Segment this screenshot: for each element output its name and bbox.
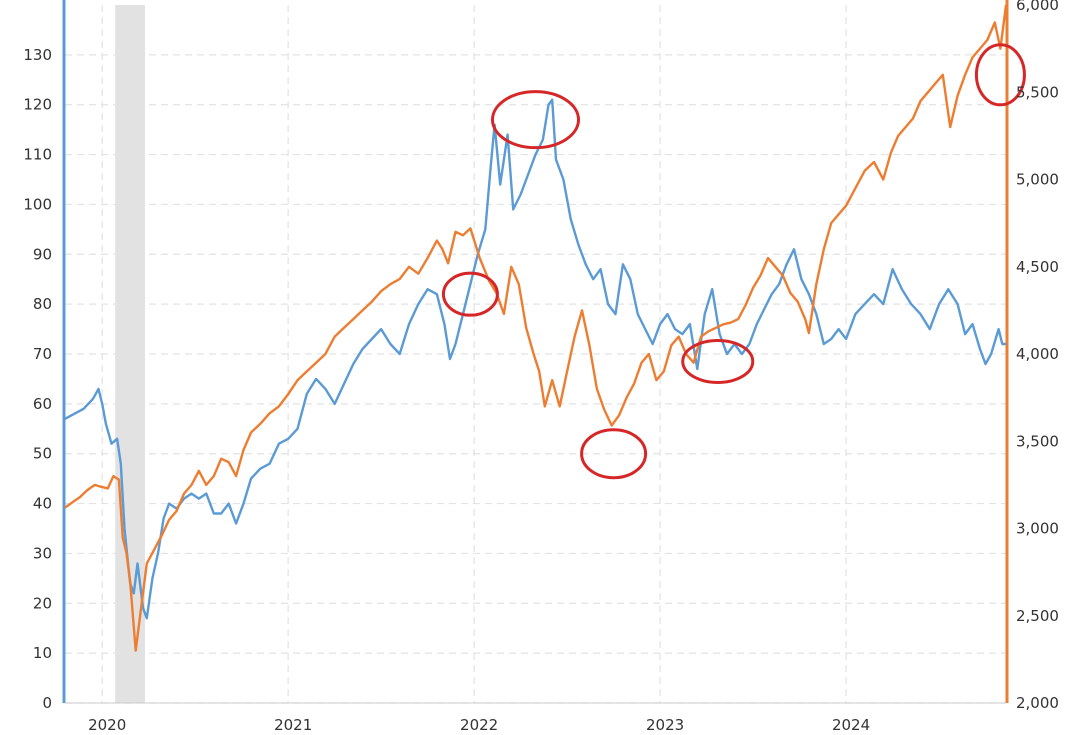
y-left-tick-label: 80: [33, 295, 52, 313]
y-right-tick-label: 5,000: [1016, 171, 1059, 189]
y-left-tick-label: 40: [33, 495, 52, 513]
series-line-right: [64, 4, 1008, 652]
y-right-tick-label: 3,000: [1016, 520, 1059, 538]
y-left-tick-label: 60: [33, 395, 52, 413]
y-left-tick-label: 10: [33, 644, 52, 662]
y-left-tick-label: 70: [33, 345, 52, 363]
y-right-tick-label: 2,500: [1016, 607, 1059, 625]
x-tick-label: 2023: [646, 716, 684, 734]
y-left-tick-label: 130: [23, 46, 52, 64]
y-right-tick-label: 6,000: [1016, 0, 1059, 14]
y-left-tick-label: 110: [23, 146, 52, 164]
annotation-circle: [974, 43, 1026, 107]
y-left-tick-label: 90: [33, 245, 52, 263]
x-tick-label: 2022: [460, 716, 498, 734]
x-tick-label: 2020: [88, 716, 126, 734]
y-left-tick-label: 50: [33, 445, 52, 463]
y-left-tick-label: 20: [33, 594, 52, 612]
y-left-tick-label: 100: [23, 195, 52, 213]
annotation-circle: [681, 338, 755, 384]
y-left-tick-label: 120: [23, 96, 52, 114]
y-left-tick-label: 0: [42, 694, 52, 712]
x-tick-label: 2021: [274, 716, 312, 734]
y-right-tick-label: 5,500: [1016, 83, 1059, 101]
y-right-tick-label: 3,500: [1016, 432, 1059, 450]
y-right-tick-label: 4,000: [1016, 345, 1059, 363]
annotation-circle: [580, 428, 648, 480]
y-right-tick-label: 2,000: [1016, 694, 1059, 712]
y-right-tick-label: 4,500: [1016, 258, 1059, 276]
annotation-circle: [441, 271, 499, 317]
y-left-tick-label: 30: [33, 544, 52, 562]
x-tick-label: 2024: [832, 716, 870, 734]
annotation-circle: [491, 90, 580, 150]
series-line-left: [64, 98, 1006, 620]
